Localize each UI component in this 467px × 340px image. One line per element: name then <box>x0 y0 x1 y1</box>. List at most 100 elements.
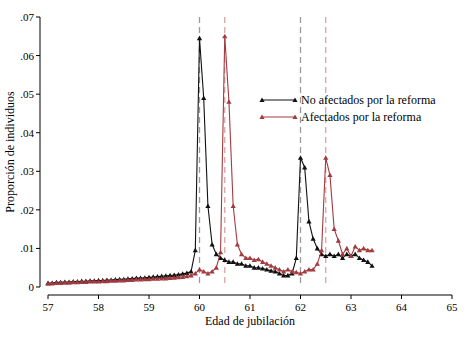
y-tick-label: .05 <box>20 88 34 100</box>
legend-label: Afectados por la reforma <box>301 110 422 124</box>
marker <box>184 274 189 279</box>
marker <box>327 173 332 178</box>
legend-label: No afectados por la reforma <box>301 93 436 107</box>
marker <box>222 34 227 39</box>
marker <box>247 263 252 268</box>
marker <box>79 279 84 284</box>
y-tick <box>36 209 40 210</box>
marker <box>361 257 366 262</box>
marker <box>294 270 299 275</box>
marker <box>247 255 252 260</box>
marker <box>201 269 206 274</box>
marker <box>256 257 261 262</box>
marker <box>260 266 265 271</box>
x-tick-label: 64 <box>396 301 408 313</box>
marker <box>239 261 244 266</box>
marker <box>264 261 269 266</box>
marker <box>226 259 231 264</box>
marker <box>92 279 97 284</box>
marker <box>285 267 290 272</box>
marker <box>214 252 219 257</box>
y-tick-label: .04 <box>20 127 34 139</box>
marker <box>142 277 147 282</box>
marker <box>197 267 202 272</box>
y-tick <box>36 287 40 288</box>
y-tick <box>36 171 40 172</box>
marker <box>273 265 278 270</box>
legend: No afectados por la reforma Afectados por… <box>259 93 436 124</box>
marker <box>323 155 328 160</box>
x-tick <box>250 295 251 299</box>
x-tick <box>199 295 200 299</box>
marker <box>365 259 370 264</box>
y-tick <box>36 55 40 56</box>
y-tick <box>36 17 40 18</box>
marker <box>340 252 345 257</box>
reference-line <box>300 17 301 287</box>
marker <box>302 165 307 170</box>
marker <box>268 263 273 268</box>
marker <box>315 246 320 251</box>
legend-marker <box>292 114 297 119</box>
marker <box>344 246 349 251</box>
marker <box>235 242 240 247</box>
marker <box>193 248 198 253</box>
marker <box>369 263 374 268</box>
marker <box>231 203 236 208</box>
marker <box>332 227 337 232</box>
marker <box>239 252 244 257</box>
marker <box>277 267 282 272</box>
marker <box>306 219 311 224</box>
marker <box>336 238 341 243</box>
marker <box>235 261 240 266</box>
marker <box>294 255 299 260</box>
marker <box>188 273 193 278</box>
plot-area <box>45 17 374 287</box>
x-tick <box>149 295 150 299</box>
marker <box>205 203 210 208</box>
y-tick-label: .01 <box>20 242 34 254</box>
x-tick-label: 58 <box>93 301 105 313</box>
marker <box>365 248 370 253</box>
x-tick-label: 59 <box>144 301 156 313</box>
marker <box>197 36 202 41</box>
marker <box>159 276 164 281</box>
marker <box>319 248 324 253</box>
marker <box>218 250 223 255</box>
legend-line <box>262 116 295 117</box>
marker <box>151 276 156 281</box>
marker <box>109 278 114 283</box>
marker <box>311 236 316 241</box>
x-tick <box>452 295 453 299</box>
x-tick-label: 57 <box>43 301 55 313</box>
marker <box>125 277 130 282</box>
x-tick <box>98 295 99 299</box>
marker <box>134 277 139 282</box>
marker <box>260 259 265 264</box>
marker <box>306 267 311 272</box>
marker <box>62 280 67 285</box>
background <box>0 0 467 340</box>
legend-marker <box>259 97 264 102</box>
series-line <box>48 38 372 283</box>
y-tick <box>36 132 40 133</box>
marker <box>180 274 185 279</box>
x-tick <box>300 295 301 299</box>
marker <box>252 265 257 270</box>
x-tick-label: 65 <box>447 301 459 313</box>
legend-line <box>262 99 295 100</box>
chart: 0.01.02.03.04.05.06.07575859606162636465… <box>0 0 467 340</box>
marker <box>369 248 374 253</box>
marker <box>315 261 320 266</box>
marker <box>353 244 358 249</box>
marker <box>201 95 206 100</box>
marker <box>357 255 362 260</box>
marker <box>231 259 236 264</box>
marker <box>256 265 261 270</box>
marker <box>226 99 231 104</box>
reference-line <box>325 17 326 287</box>
legend-marker <box>259 114 264 119</box>
y-tick-label: .07 <box>20 11 34 23</box>
x-axis-label: Edad de jubilación <box>205 314 295 328</box>
marker <box>268 268 273 273</box>
